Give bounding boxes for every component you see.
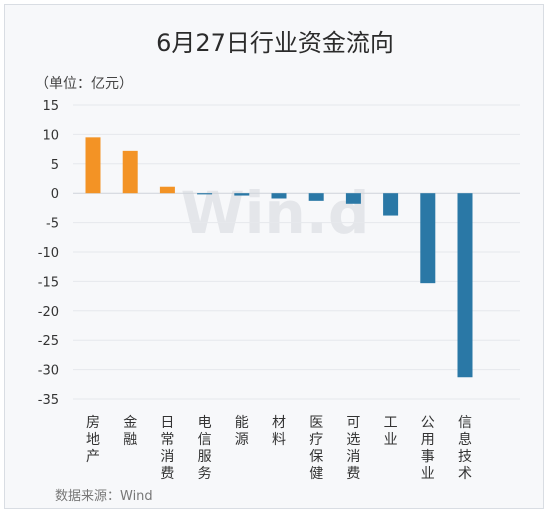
grid-lines xyxy=(73,104,520,400)
y-tick-label: -15 xyxy=(38,275,59,290)
category-label: 能源 xyxy=(235,415,249,448)
unit-label: （单位：亿元） xyxy=(35,76,133,92)
bar xyxy=(345,193,361,204)
bar-chart: Win.d 15 10 5 0 -5 -10 -15 -20 -25 -30 -35 房地产 金融日常… xyxy=(38,99,520,482)
y-tick-label: -25 xyxy=(38,334,59,349)
bar xyxy=(457,193,473,378)
bars xyxy=(85,137,473,378)
category-label: 公用事业 xyxy=(421,415,435,482)
y-tick-label: -30 xyxy=(38,364,59,379)
y-tick-label: -35 xyxy=(38,393,59,408)
bar xyxy=(271,193,287,199)
category-label: 信息技术 xyxy=(458,415,472,482)
category-label: 工业 xyxy=(384,415,398,448)
y-axis-ticks: 15 10 5 0 -5 -10 -15 -20 -25 -30 -35 xyxy=(38,99,59,408)
category-label: 医疗保健 xyxy=(309,415,323,482)
category-label: 电信服务 xyxy=(198,415,212,482)
bar xyxy=(85,137,101,194)
bar xyxy=(159,186,175,194)
bar xyxy=(122,150,138,194)
category-label: 金融 xyxy=(123,415,137,448)
chart-frame: 6月27日行业资金流向 （单位：亿元） Win.d 15 10 5 0 -5 -10 -15… xyxy=(4,4,544,509)
y-tick-label: -20 xyxy=(38,305,59,320)
y-tick-label: -5 xyxy=(46,217,59,232)
source-note: 数据来源：Wind xyxy=(55,489,153,504)
bar xyxy=(420,193,436,284)
bar xyxy=(308,193,324,201)
bar xyxy=(197,193,213,195)
category-label: 日常消费 xyxy=(160,415,174,482)
y-tick-label: 5 xyxy=(51,158,59,173)
y-tick-label: 15 xyxy=(42,99,59,114)
category-label: 材料 xyxy=(272,415,286,448)
bar xyxy=(234,193,250,196)
chart-title: 6月27日行业资金流向 xyxy=(156,29,394,57)
y-tick-label: 0 xyxy=(51,187,59,202)
category-label: 可选消费 xyxy=(346,415,360,482)
category-label: 房地产 xyxy=(86,415,100,465)
y-tick-label: 10 xyxy=(42,128,59,143)
y-tick-label: -10 xyxy=(38,246,59,261)
bar xyxy=(383,193,399,216)
watermark: Win.d xyxy=(181,179,370,247)
